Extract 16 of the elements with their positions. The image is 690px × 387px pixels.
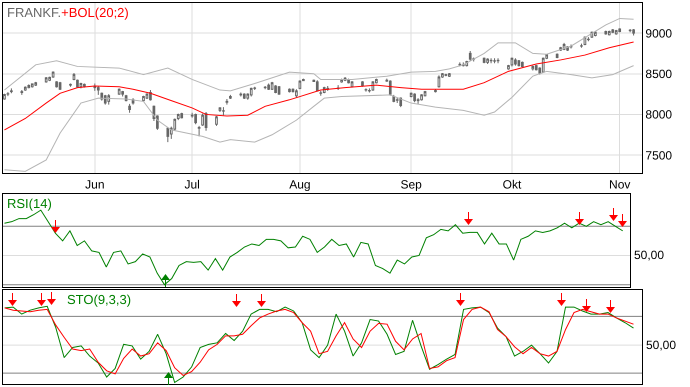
y-tick-label: 9000: [645, 26, 672, 40]
x-tick-label: Jun: [85, 177, 104, 192]
y-tick-label: 8000: [645, 108, 672, 122]
series-label: STO(9,3,3): [67, 292, 132, 307]
chart-title: FRANKF.: [7, 5, 62, 20]
text: 50,00: [646, 338, 676, 352]
text: +BOL(20;2): [61, 5, 129, 20]
y-tick-label: 8500: [645, 66, 672, 81]
series-label: RSI(14): [7, 196, 52, 211]
x-tick-label: Sep: [400, 177, 422, 192]
y-tick-label: 7500: [645, 148, 672, 162]
x-tick-label: Nov: [609, 177, 630, 192]
text: 50,00: [634, 248, 664, 262]
x-tick-label: Okt: [502, 177, 522, 192]
x-tick-label: Jul: [184, 177, 200, 192]
x-tick-label: Aug: [289, 177, 311, 192]
